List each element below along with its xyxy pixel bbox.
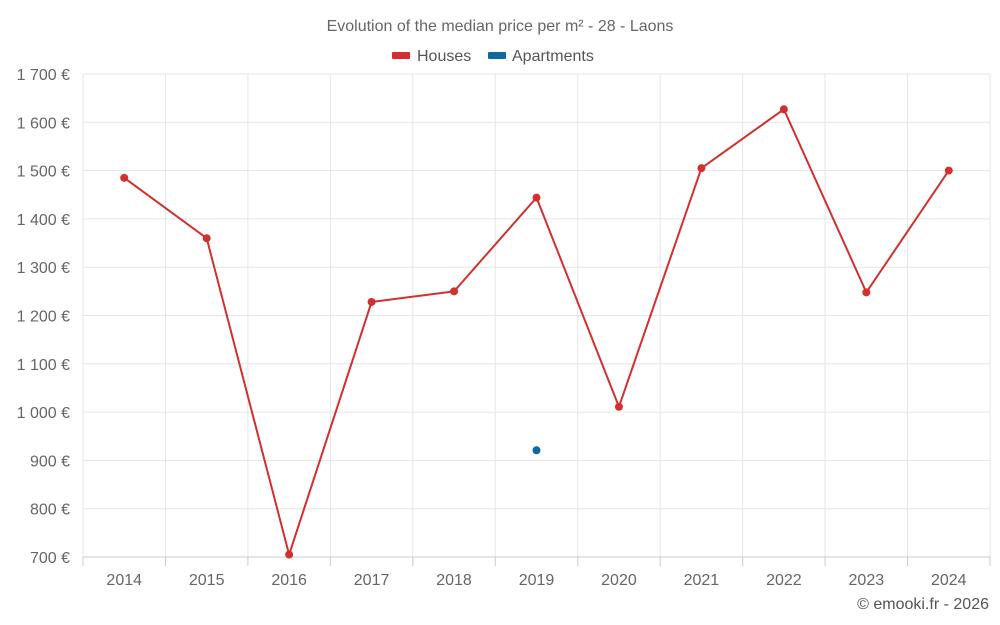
x-tick-label: 2022 (766, 572, 802, 589)
credits[interactable]: © emooki.fr - 2026 (857, 596, 989, 613)
x-tick-label: 2021 (684, 572, 720, 589)
x-tick-label: 2014 (106, 572, 142, 589)
legend-label-apartments[interactable]: Apartments (512, 48, 594, 65)
series-apartments (532, 446, 541, 455)
legend-swatch-apartments (488, 52, 506, 59)
data-point-houses[interactable] (614, 402, 623, 411)
legend-swatch-houses (392, 52, 410, 59)
y-tick-label: 1 500 € (17, 164, 70, 181)
data-point-houses[interactable] (944, 166, 953, 175)
y-tick-label: 1 200 € (17, 309, 70, 326)
data-point-houses[interactable] (862, 288, 871, 297)
data-point-apartments[interactable] (532, 446, 541, 455)
data-point-houses[interactable] (367, 297, 376, 306)
series (120, 105, 953, 559)
y-tick-label: 1 700 € (17, 67, 70, 84)
y-tick-label: 700 € (30, 550, 70, 567)
data-point-houses[interactable] (697, 164, 706, 173)
chart-title: Evolution of the median price per m² - 2… (327, 18, 674, 35)
data-point-houses[interactable] (450, 287, 459, 296)
series-houses (120, 105, 953, 559)
x-tick-label: 2024 (931, 572, 967, 589)
legend-label-houses[interactable]: Houses (417, 48, 471, 65)
x-tick-label: 2015 (189, 572, 225, 589)
y-tick-label: 800 € (30, 502, 70, 519)
x-tick-label: 2016 (271, 572, 307, 589)
data-point-houses[interactable] (202, 234, 211, 243)
x-tick-label: 2018 (436, 572, 472, 589)
data-point-houses[interactable] (532, 193, 541, 202)
x-tick-label: 2017 (354, 572, 390, 589)
legend-item-houses[interactable]: Houses (392, 48, 471, 65)
data-point-houses[interactable] (779, 105, 788, 114)
legend: Houses Apartments (392, 48, 594, 65)
legend-item-apartments[interactable]: Apartments (488, 48, 594, 65)
y-tick-label: 1 300 € (17, 260, 70, 277)
x-tick-label: 2023 (849, 572, 885, 589)
y-tick-label: 1 000 € (17, 405, 70, 422)
x-tick-label: 2020 (601, 572, 637, 589)
y-axis: 700 € 800 € 900 € 1 000 € 1 100 € 1 200 € 1 30… (17, 67, 70, 567)
data-point-houses[interactable] (285, 550, 294, 559)
grid (82, 73, 991, 557)
x-tick-label: 2019 (519, 572, 555, 589)
y-tick-label: 1 600 € (17, 115, 70, 132)
data-point-houses[interactable] (120, 173, 129, 182)
x-axis: 2014 2015 2016 2017 2018 2019 2020 2021 2022 2023… (82, 556, 991, 589)
y-tick-label: 900 € (30, 453, 70, 470)
y-tick-label: 1 400 € (17, 212, 70, 229)
y-tick-label: 1 100 € (17, 357, 70, 374)
